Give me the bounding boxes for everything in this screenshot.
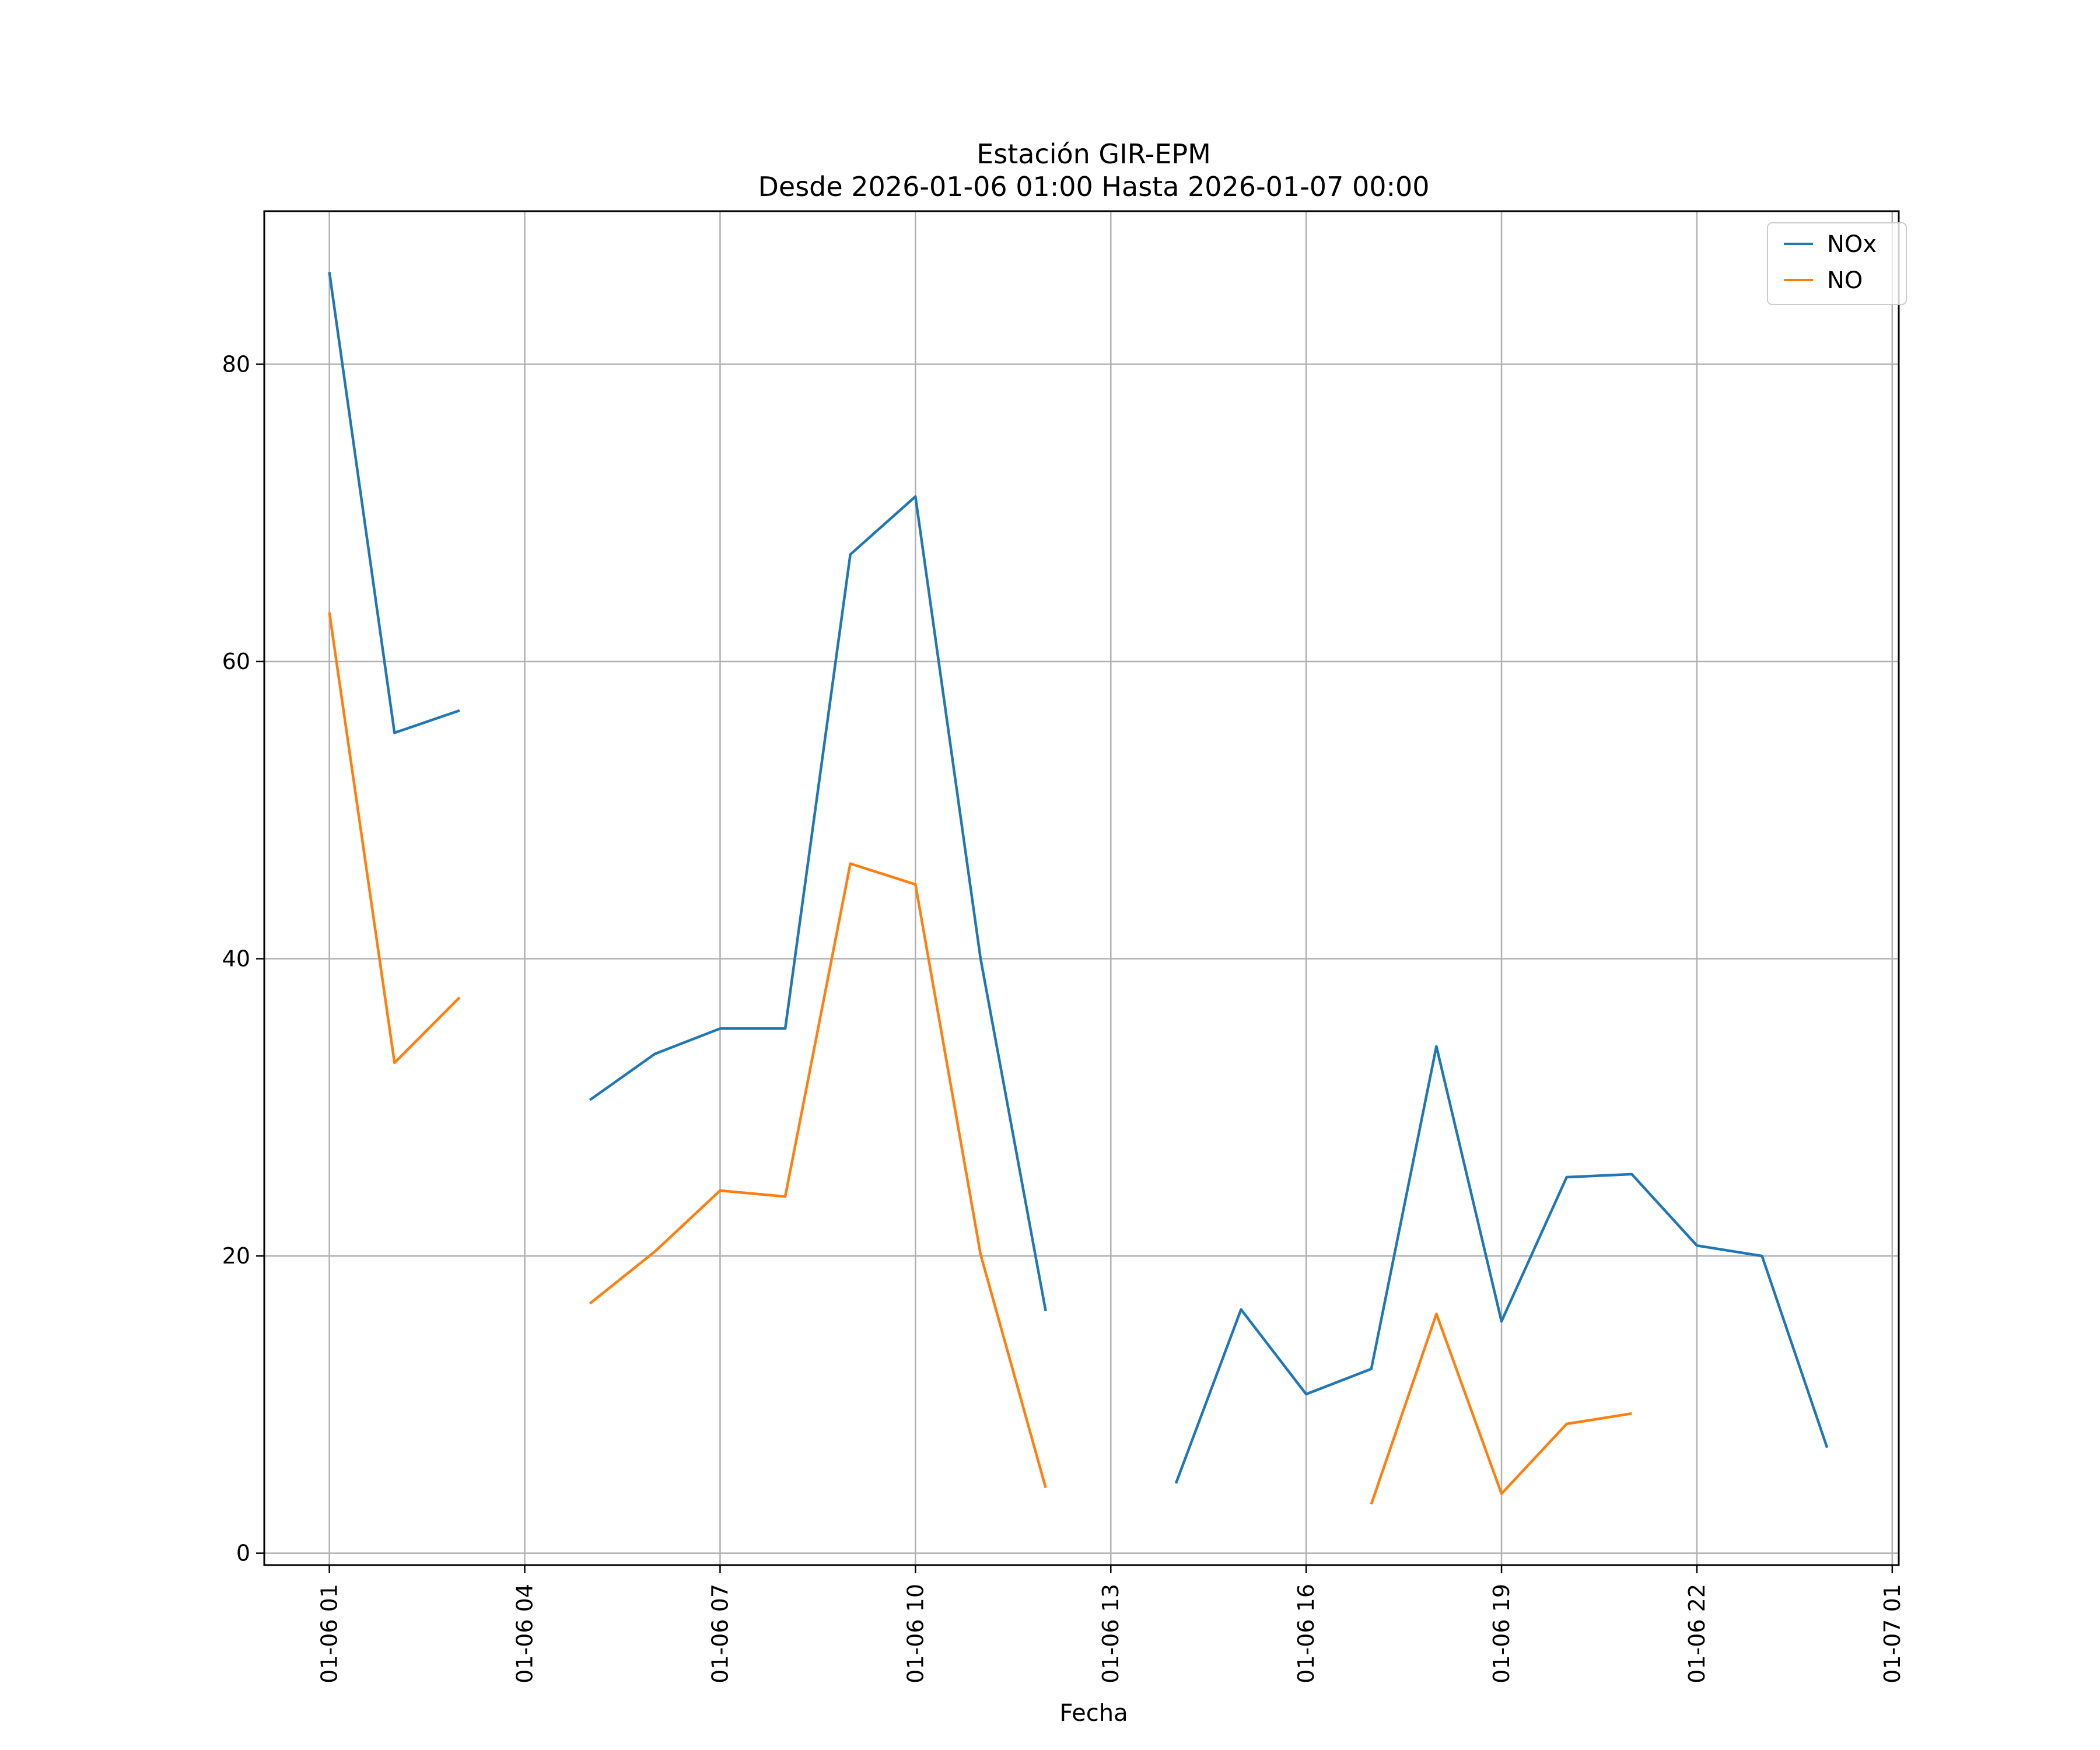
series-line-nox (328, 272, 460, 734)
x-tick-label: 01-06 10 (902, 1584, 928, 1684)
legend-label-no: NO (1827, 267, 1863, 294)
y-tick-label: 80 (222, 351, 250, 377)
x-tick-label: 01-06 16 (1293, 1584, 1319, 1684)
x-tick-label: 01-07 01 (1880, 1584, 1905, 1684)
x-tick-label: 01-06 01 (317, 1584, 342, 1684)
x-tick-label: 01-06 07 (707, 1584, 733, 1684)
ticks: 01-06 01 01-06 04 01-06 07 01-06 10 01-06 13… (222, 351, 1905, 1683)
axes-frame (263, 210, 1900, 1566)
x-tick-label: 01-06 22 (1684, 1584, 1710, 1684)
y-tick-label: 60 (222, 649, 250, 674)
series-line-no (589, 862, 1047, 1489)
x-tick-label: 01-06 19 (1489, 1584, 1514, 1684)
x-tick-label: 01-06 04 (512, 1584, 538, 1684)
series-line-nox (589, 495, 1047, 1311)
legend-label-nox: NOx (1827, 231, 1877, 258)
series-line-no (1370, 1312, 1632, 1505)
y-tick-label: 0 (236, 1541, 250, 1566)
series-line-no (328, 612, 461, 1065)
series-line-nox (1174, 1045, 1829, 1484)
y-tick-label: 20 (222, 1243, 250, 1269)
grid (264, 211, 1899, 1565)
x-axis-label: Fecha (1059, 1700, 1128, 1727)
x-tick-label: 01-06 13 (1098, 1584, 1124, 1684)
chart-subtitle: Desde 2026-01-06 01:00 Hasta 2026-01-07 … (758, 171, 1429, 202)
chart-title: Estación GIR-EPM (977, 138, 1211, 170)
y-tick-label: 40 (222, 946, 250, 972)
legend: NOx NO (1767, 222, 1907, 305)
series-lines (328, 272, 1829, 1505)
